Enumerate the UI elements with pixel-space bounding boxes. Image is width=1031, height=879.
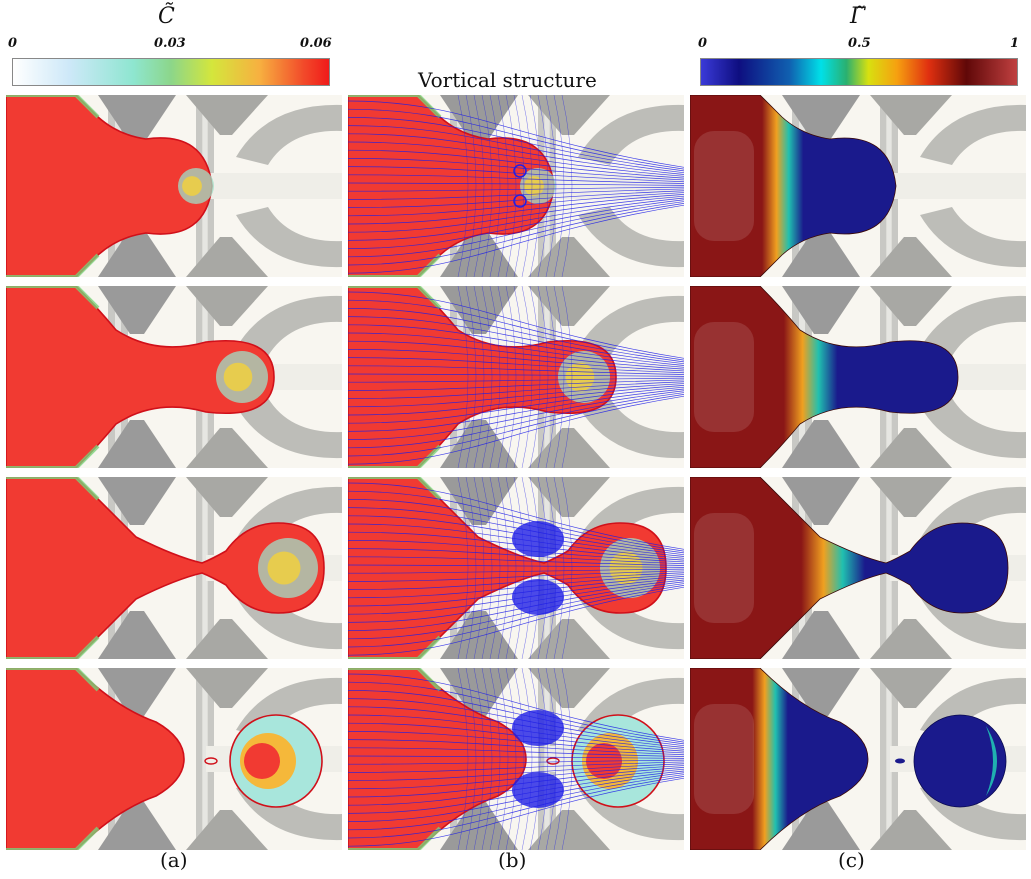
panel-a-2 <box>6 286 342 468</box>
panel-a-1 <box>6 95 342 277</box>
column-label-c: (c) <box>838 848 865 872</box>
colorbar-gamma-tick-mid: 0.5 <box>848 36 871 51</box>
droplet-concentration <box>6 286 275 468</box>
colorbar-c-tick-max: 0.06 <box>300 36 332 51</box>
droplet-surfactant <box>690 477 1009 659</box>
colorbar-c-tick-0: 0 <box>8 36 18 51</box>
satellite-droplet <box>895 758 905 764</box>
vortex-upper <box>512 710 564 746</box>
vortex-lower <box>512 772 564 808</box>
colorbar-gamma-tick-0: 0 <box>698 36 708 51</box>
panel-c-1 <box>690 95 1026 277</box>
colorbar-gamma-tick-max: 1 <box>1010 36 1020 51</box>
vortical-structure-heading: Vortical structure <box>418 68 597 92</box>
colorbar-c-title: C̃ <box>158 4 175 29</box>
panel-b-2 <box>348 286 684 468</box>
panel-a-3 <box>6 477 342 659</box>
colorbar-gamma <box>700 58 1018 86</box>
panel-c-2 <box>690 286 1026 468</box>
streamlines <box>348 95 684 277</box>
streamlines <box>348 477 684 659</box>
panel-b-1 <box>348 95 684 277</box>
vortex-lower <box>512 579 564 615</box>
colorbar-c-tick-mid: 0.03 <box>154 36 186 51</box>
droplet-surfactant <box>690 668 869 850</box>
streamlines <box>348 286 684 468</box>
panel-c-4 <box>690 668 1026 850</box>
droplet-surfactant <box>690 286 959 468</box>
column-label-b: (b) <box>498 848 527 872</box>
satellite-droplet <box>204 757 218 765</box>
droplet-concentration <box>348 477 667 659</box>
panel-b-3 <box>348 477 684 659</box>
droplet-concentration <box>348 286 617 468</box>
vortex-upper <box>512 521 564 557</box>
column-label-a: (a) <box>160 848 188 872</box>
colorbar-c <box>12 58 330 86</box>
droplet-concentration <box>6 668 185 850</box>
panel-c-3 <box>690 477 1026 659</box>
vortex-upper <box>513 164 527 178</box>
streamlines <box>348 668 684 850</box>
droplet-surfactant <box>690 95 897 277</box>
vortex-lower <box>513 194 527 208</box>
satellite-droplet <box>546 757 560 765</box>
panel-a-4 <box>6 668 342 850</box>
panel-b-4 <box>348 668 684 850</box>
colorbar-gamma-title: Γ̃ <box>850 4 866 29</box>
daughter-droplet <box>913 714 1007 808</box>
droplet-concentration <box>6 477 325 659</box>
